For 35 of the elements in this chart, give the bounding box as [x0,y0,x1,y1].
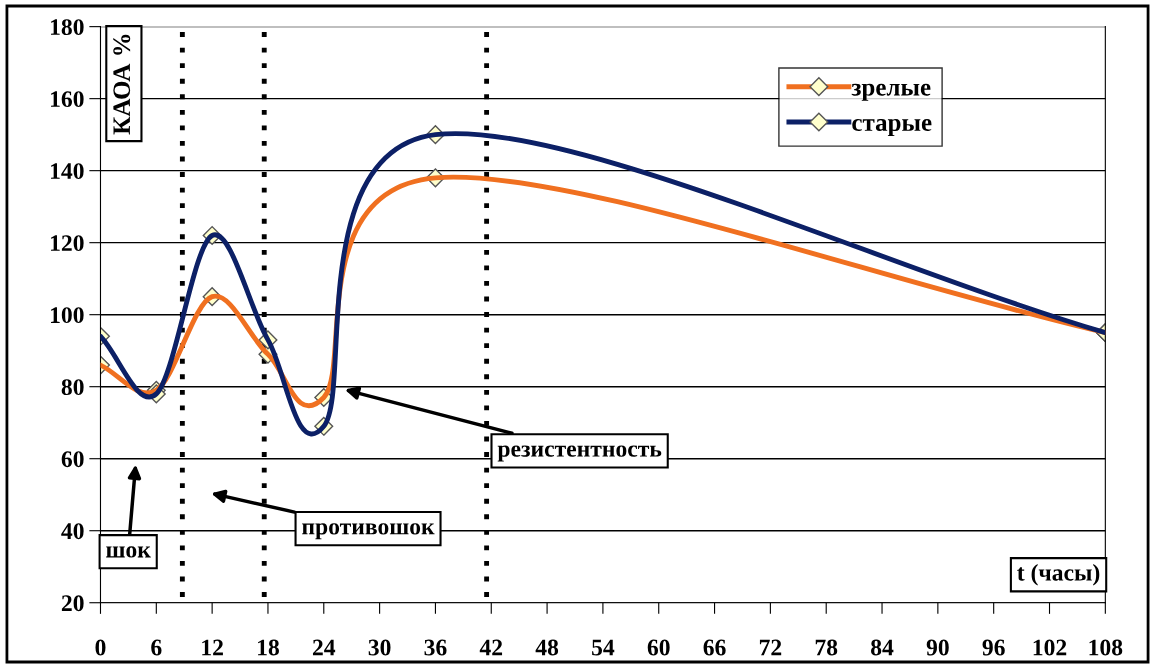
x-tick-label: 66 [703,639,726,656]
y-tick-label: 180 [50,19,84,36]
x-tick-label: 96 [982,639,1005,656]
x-tick-label: 108 [1089,639,1123,656]
x-tick-label: 102 [1033,639,1067,656]
y-tick-label: 100 [50,307,84,324]
y-tick-label: 140 [50,163,84,180]
x-tick-label: 72 [759,639,782,656]
x-axis-title: t (часы) [1017,564,1100,586]
x-tick-label: 6 [151,639,162,656]
y-tick-label: 40 [61,523,84,540]
x-tick-label: 60 [647,639,670,656]
x-tick-label: 42 [479,639,503,656]
x-tick-label: 84 [871,639,894,656]
annotation: резистентность [497,445,662,462]
y-tick-label: 20 [61,595,84,612]
x-tick-label: 90 [926,639,949,656]
y-tick-label: 80 [61,379,84,396]
y-tick-label: 60 [61,451,84,468]
y-axis-title: КАОА % [113,34,131,135]
x-tick-label: 48 [535,639,559,656]
x-tick-label: 30 [368,639,391,656]
x-tick-label: 24 [312,639,336,656]
x-tick-label: 78 [815,639,838,656]
annotation: противошок [302,523,435,540]
x-tick-label: 0 [95,639,106,656]
x-tick-label: 18 [258,639,279,656]
y-tick-label: 160 [50,91,84,108]
x-tick-label: 36 [424,639,447,656]
x-tick-label: 54 [592,639,615,656]
x-tick-label: 12 [202,639,223,656]
legend-label: старые [852,118,932,137]
legend-label: зрелые [851,83,931,101]
y-tick-label: 120 [50,235,84,252]
annotation: шок [106,546,151,558]
